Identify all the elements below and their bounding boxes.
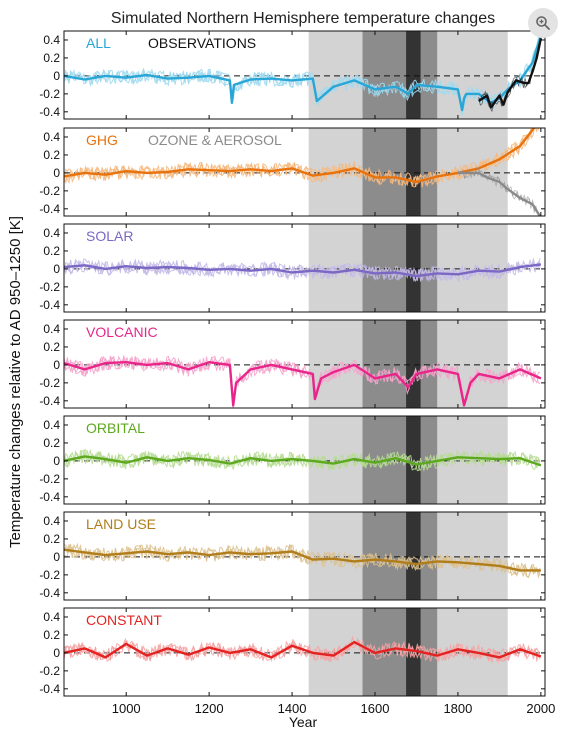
- y-tick-label: 0.4: [43, 610, 60, 624]
- shaded-period-1675-1710: [406, 224, 421, 312]
- shaded-period-1675-1710: [406, 416, 421, 504]
- y-tick-label: 0.2: [43, 244, 60, 258]
- x-tick-label: 1200: [195, 701, 224, 716]
- y-tick-label: -0.2: [39, 664, 60, 678]
- shaded-period-1675-1710: [406, 320, 421, 408]
- y-tick-label: 0: [53, 166, 60, 180]
- y-tick-label: -0.4: [39, 586, 60, 600]
- ensemble-member-line: [64, 635, 541, 663]
- panel-frame: [63, 319, 546, 409]
- series-line-observations: [478, 37, 543, 109]
- y-tick-label: -0.4: [39, 490, 60, 504]
- shaded-period-1570-1750: [362, 128, 438, 216]
- y-axis-label: Temperature changes relative to AD 950–1…: [7, 216, 24, 548]
- series-line-volcanic: [64, 361, 542, 407]
- y-tick-label: -0.4: [39, 682, 60, 696]
- y-tick-label: 0.2: [43, 628, 60, 642]
- shaded-period-1570-1750: [362, 31, 438, 119]
- panel-frame: [63, 223, 546, 313]
- panel-frame: [63, 511, 546, 601]
- panel-frame: [63, 127, 546, 217]
- y-tick-label: 0.4: [43, 33, 60, 47]
- y-tick-label: 0.2: [43, 532, 60, 546]
- x-axis: 1000 1200 1400 1600 1800 2000: [112, 701, 556, 716]
- panel-secondary-label: OBSERVATIONS: [148, 35, 256, 51]
- series-line-land-use: [64, 548, 541, 572]
- x-tick-label: 1800: [443, 701, 472, 716]
- panel-label: GHG: [86, 132, 118, 148]
- y-tick-label: 0.4: [43, 322, 60, 336]
- panel-constant: 0.4 0.2 0 -0.2 -0.4 CONSTANT: [39, 607, 546, 697]
- panel-solar: 0.4 0.2 0 -0.2 -0.4 SOLAR: [39, 223, 546, 313]
- panel-volcanic: 0.4 0.2 0 -0.2 -0.4 VOLCANIC: [39, 319, 546, 409]
- y-tick-label: -0.4: [39, 394, 60, 408]
- x-tick-label: 1400: [278, 701, 307, 716]
- zoom-in-icon: [536, 16, 550, 30]
- y-tick-label: 0.4: [43, 514, 60, 528]
- series-spread-line: [478, 41, 541, 113]
- y-tick-label: 0.2: [43, 148, 60, 162]
- ensemble-member-line: [64, 258, 541, 282]
- series-line-constant: [64, 640, 542, 659]
- panel-label: SOLAR: [86, 228, 133, 244]
- panel-frame: [63, 30, 546, 120]
- x-tick-label: 1000: [112, 701, 141, 716]
- series-line-ozone-aerosol: [457, 171, 542, 216]
- panel-label: LAND USE: [86, 516, 156, 532]
- y-tick-label: -0.4: [39, 105, 60, 119]
- series-line-orbital: [64, 455, 542, 467]
- panel-ghg: 0.4 0.2 0 -0.2 -0.4 GHG OZONE & AEROSOL: [39, 127, 546, 217]
- y-tick-label: 0: [53, 454, 60, 468]
- shaded-period-1570-1750: [362, 224, 438, 312]
- panel-land-use: 0.4 0.2 0 -0.2 -0.4 LAND USE: [39, 511, 546, 601]
- y-tick-label: 0.4: [43, 226, 60, 240]
- shaded-period-1570-1750: [362, 320, 438, 408]
- ensemble-member-line: [64, 449, 541, 472]
- shaded-period-1570-1750: [362, 512, 438, 600]
- y-tick-label: -0.2: [39, 568, 60, 582]
- panel-orbital: 0.4 0.2 0 -0.2 -0.4 ORBITAL: [39, 415, 546, 505]
- zoom-button[interactable]: [528, 8, 558, 38]
- x-tick-label: 2000: [526, 701, 555, 716]
- y-tick-label: 0.4: [43, 130, 60, 144]
- panel-label: VOLCANIC: [86, 324, 158, 340]
- y-tick-label: -0.4: [39, 202, 60, 216]
- series-line-solar: [64, 263, 542, 278]
- shaded-period-1675-1710: [406, 512, 421, 600]
- shaded-period-1675-1710: [406, 128, 421, 216]
- y-tick-label: -0.2: [39, 87, 60, 101]
- y-tick-label: -0.2: [39, 472, 60, 486]
- y-tick-label: 0.2: [43, 51, 60, 65]
- y-tick-label: 0.2: [43, 436, 60, 450]
- chart-title: Simulated Northern Hemisphere temperatur…: [111, 10, 495, 27]
- panel-all: 0.4 0.2 0 -0.2 -0.4 ALL OBSERVATIONS: [39, 30, 546, 120]
- panel-label: ORBITAL: [86, 420, 145, 436]
- panel-label: ALL: [86, 35, 111, 51]
- y-tick-label: -0.2: [39, 376, 60, 390]
- y-tick-label: 0.2: [43, 340, 60, 354]
- y-tick-label: 0: [53, 646, 60, 660]
- panel-secondary-label: OZONE & AEROSOL: [148, 132, 282, 148]
- y-tick-label: -0.2: [39, 184, 60, 198]
- panel-label: CONSTANT: [86, 612, 162, 628]
- y-tick-label: 0: [53, 262, 60, 276]
- panels-group: 0.4 0.2 0 -0.2 -0.4 ALL OBSERVATIONS 0.4 0.2 0 -0.…: [39, 30, 546, 697]
- ensemble-member-line: [64, 639, 541, 664]
- y-tick-label: -0.2: [39, 280, 60, 294]
- y-tick-label: 0: [53, 550, 60, 564]
- x-tick-label: 1600: [361, 701, 390, 716]
- y-tick-label: 0: [53, 69, 60, 83]
- x-axis-label: Year: [289, 714, 318, 730]
- panel-frame: [63, 415, 546, 505]
- y-tick-label: -0.4: [39, 298, 60, 312]
- shaded-period-1675-1710: [406, 31, 421, 119]
- panel-frame: [63, 607, 546, 697]
- y-tick-label: 0: [53, 358, 60, 372]
- y-tick-label: 0.4: [43, 418, 60, 432]
